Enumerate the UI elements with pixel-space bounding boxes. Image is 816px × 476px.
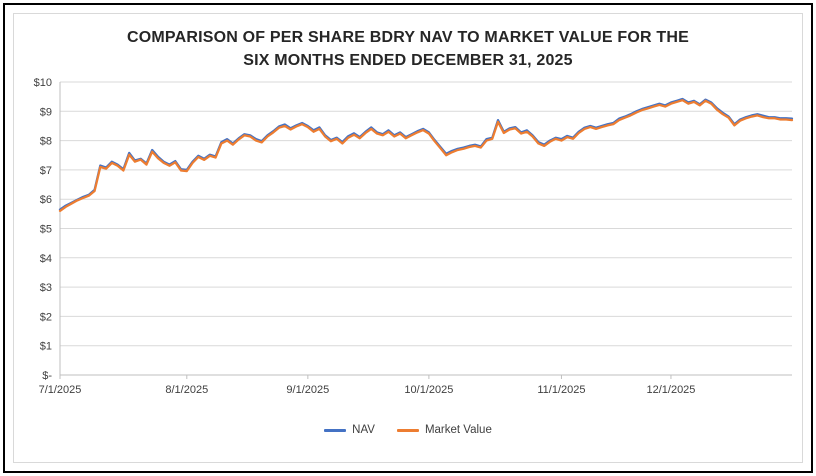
svg-text:9/1/2025: 9/1/2025	[286, 384, 329, 396]
svg-text:$2: $2	[40, 312, 52, 324]
chart-title-line2: SIX MONTHS ENDED DECEMBER 31, 2025	[243, 52, 573, 70]
chart-title-line1: COMPARISON OF PER SHARE BDRY NAV TO MARK…	[126, 29, 690, 46]
svg-text:7/1/2025: 7/1/2025	[39, 384, 82, 396]
chart-container: COMPARISON OF PER SHARE BDRY NAV TO MARK…	[13, 13, 803, 463]
svg-text:$3: $3	[40, 282, 52, 294]
legend-label-nav: NAV	[352, 424, 375, 437]
market-value-line-swatch	[396, 428, 419, 432]
svg-text:$8: $8	[40, 136, 52, 148]
legend-item-market-value: Market Value	[396, 424, 492, 437]
svg-text:8/1/2025: 8/1/2025	[165, 384, 208, 396]
svg-text:$-: $-	[42, 370, 52, 382]
svg-text:11/1/2025: 11/1/2025	[537, 384, 585, 396]
svg-text:$9: $9	[40, 107, 52, 119]
chart-title: COMPARISON OF PER SHARE BDRY NAV TO MARK…	[127, 26, 689, 72]
svg-text:$10: $10	[34, 77, 52, 89]
svg-text:$5: $5	[40, 224, 52, 236]
outer-frame: COMPARISON OF PER SHARE BDRY NAV TO MARK…	[3, 3, 813, 473]
svg-text:12/1/2025: 12/1/2025	[646, 384, 695, 396]
svg-text:$7: $7	[40, 165, 52, 177]
svg-text:$6: $6	[40, 195, 52, 207]
chart-legend: NAV Market Value	[324, 424, 492, 436]
nav-line-swatch	[324, 428, 347, 432]
legend-label-market-value: Market Value	[424, 424, 492, 437]
legend-item-nav: NAV	[324, 424, 375, 436]
svg-text:$1: $1	[40, 341, 52, 353]
line-chart: $- $1 $2 $3 $4 $5 $6 $7 $8 $9 $10 7/1/2025 8/1/2025 9…	[34, 77, 794, 396]
svg-text:10/1/2025: 10/1/2025	[404, 384, 453, 396]
svg-text:$4: $4	[40, 253, 52, 265]
